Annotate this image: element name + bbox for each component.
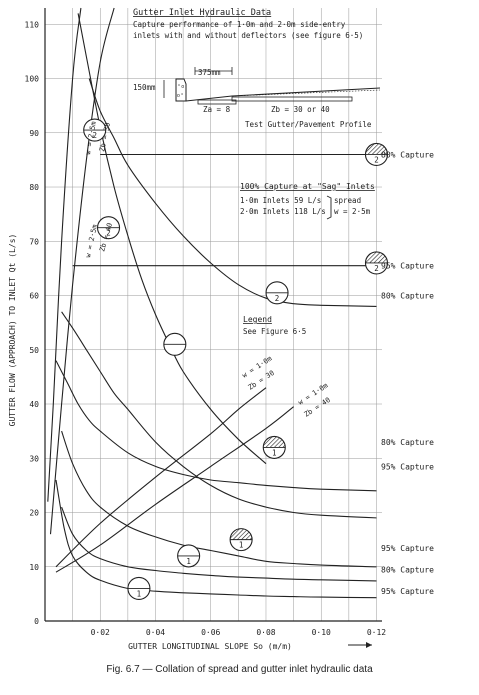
series-line-11 (49, 7, 115, 535)
series-line-13 (55, 406, 294, 573)
y-tick-label: 70 (29, 237, 39, 246)
zb-label: Zb = 30 or 40 (271, 105, 330, 114)
sag-spread: spread (334, 196, 361, 205)
y-tick-label: 80 (29, 183, 39, 192)
right-label-4: 80% Capture (381, 438, 434, 447)
series-line-7 (77, 13, 267, 465)
dim-width-label: 375mm (198, 68, 221, 77)
y-tick-label: 10 (29, 563, 39, 572)
right-label-6: 95% Capture (381, 544, 434, 553)
marker-hatch-7 (263, 436, 286, 448)
y-tick-label: 20 (29, 509, 39, 518)
header-title: Gutter Inlet Hydraulic Data (133, 8, 271, 18)
svg-text:o °: o ° (177, 93, 183, 99)
curve-labels: w = 2·5m Zb = 30 w = 2·5m Zb = 40 w = 1·… (84, 121, 332, 419)
series-line-3 (55, 360, 377, 492)
marker-label-4: 2 (275, 294, 280, 303)
legend-text: See Figure 6·5 (243, 327, 306, 336)
series-line-2 (61, 311, 377, 519)
header-line1: Capture performance of 1·0m and 2·0m sid… (133, 20, 346, 29)
series-line-1 (88, 78, 377, 307)
chart: 2 2 2 2 2 1 1 1 1 0·02 0·04 0·06 0·08 0·10 0·12 0 10 20 3… (8, 7, 434, 651)
right-label-7: 80% Capture (381, 565, 434, 574)
gutter-surface (185, 87, 381, 102)
marker-hatch-5 (365, 143, 388, 155)
marker-label-9: 1 (186, 557, 191, 566)
series-line-12 (55, 387, 267, 568)
header-block: Gutter Inlet Hydraulic Data Capture perf… (133, 8, 363, 40)
legend-block: Legend See Figure 6·5 (243, 315, 306, 336)
marker-label-1: 2 (92, 131, 97, 140)
sag-title: 100% Capture at "Sag" Inlets (240, 182, 375, 191)
marker-label-7: 1 (272, 448, 277, 457)
right-label-5: 95% Capture (381, 462, 434, 471)
x-axis-title: GUTTER LONGITUDINAL SLOPE So (m/m) (128, 642, 292, 651)
y-tick-label: 100 (25, 75, 40, 84)
svg-text:° o: ° o (178, 84, 184, 90)
header-line2: inlets with and without deflectors (see … (133, 31, 363, 40)
figure-caption: Fig. 6.7 — Collation of spread and gutte… (106, 664, 373, 675)
series-line-6 (61, 506, 377, 582)
x-tick-label: 0·04 (146, 628, 165, 637)
marker-label-8: 1 (239, 541, 244, 550)
series-line-4 (61, 430, 377, 568)
right-label-2: 95% Capture (381, 262, 434, 271)
curve-markers: 2 2 2 2 2 1 1 1 1 (83, 118, 389, 601)
legend-title: Legend (243, 315, 272, 324)
x-tick-label: 0·12 (367, 628, 386, 637)
x-tick-label: 0·02 (91, 628, 110, 637)
za-label: Za = 8 (203, 105, 231, 114)
kerb-shape (175, 78, 187, 102)
marker-hatch-8 (230, 528, 253, 540)
x-axis-arrowhead (366, 642, 372, 648)
y-tick-label: 90 (29, 129, 39, 138)
y-tick-label: 40 (29, 400, 39, 409)
marker-label-10: 1 (137, 589, 142, 598)
grid (45, 8, 382, 621)
series-line-5 (55, 479, 377, 599)
sag-capture-block: 100% Capture at "Sag" Inlets 1·0m Inlets… (240, 182, 375, 220)
marker-hatch-6 (365, 251, 388, 263)
curves (47, 7, 377, 599)
axes (44, 8, 382, 648)
right-label-1: 80% Capture (381, 150, 434, 159)
y-tick-label: 110 (25, 20, 40, 29)
right-label-8: 95% Capture (381, 587, 434, 596)
marker-label-6: 2 (374, 264, 379, 273)
profile-label: Test Gutter/Pavement Profile (245, 120, 372, 129)
right-labels: 80% Capture 95% Capture 80% Capture 80% Cap… (381, 150, 434, 596)
y-tick-label: 0 (34, 617, 39, 626)
sag-row2: 2·0m Inlets 118 L/s (240, 207, 326, 216)
sag-w: w = 2·5m (334, 207, 371, 216)
gutter-profile-sketch: 375mm 150mm ° o o ° Za = 8 Zb = 30 or 40… (133, 67, 381, 129)
series-line-10 (47, 7, 82, 502)
marker-label-2: 2 (106, 229, 111, 238)
y-tick-label: 30 (29, 454, 39, 463)
y-axis-title: GUTTER FLOW (APPROACH) TO INLET Qt (L/s) (8, 234, 17, 427)
x-tick-label: 0·06 (201, 628, 220, 637)
y-tick-label: 60 (29, 292, 39, 301)
tick-labels: 0·02 0·04 0·06 0·08 0·10 0·12 0 10 20 30 40 50 60 70 8… (25, 20, 387, 637)
dim-depth-label: 150mm (133, 83, 156, 92)
sag-row1: 1·0m Inlets 59 L/s (240, 196, 321, 205)
x-tick-label: 0·10 (312, 628, 331, 637)
y-tick-label: 50 (29, 346, 39, 355)
right-label-3: 80% Capture (381, 292, 434, 301)
x-tick-label: 0·08 (256, 628, 275, 637)
marker-label-5: 2 (374, 155, 379, 164)
